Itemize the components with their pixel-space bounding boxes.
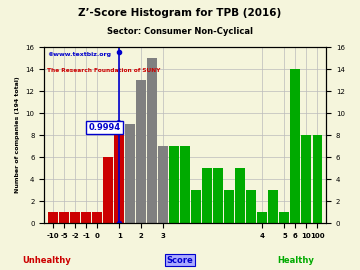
Bar xyxy=(235,168,245,223)
Bar xyxy=(213,168,223,223)
Text: Score: Score xyxy=(167,256,193,265)
Bar xyxy=(48,212,58,223)
Bar xyxy=(92,212,102,223)
Bar xyxy=(125,124,135,223)
Bar xyxy=(180,146,190,223)
Bar xyxy=(81,212,91,223)
Bar xyxy=(279,212,289,223)
Bar xyxy=(202,168,212,223)
Bar xyxy=(246,190,256,223)
Bar xyxy=(147,58,157,223)
Bar xyxy=(191,190,201,223)
Bar xyxy=(70,212,80,223)
Bar xyxy=(158,146,168,223)
Text: Sector: Consumer Non-Cyclical: Sector: Consumer Non-Cyclical xyxy=(107,27,253,36)
Text: Z’-Score Histogram for TPB (2016): Z’-Score Histogram for TPB (2016) xyxy=(78,8,282,18)
Text: Healthy: Healthy xyxy=(277,256,314,265)
Bar xyxy=(59,212,69,223)
Text: Unhealthy: Unhealthy xyxy=(22,256,71,265)
Bar xyxy=(291,69,300,223)
Text: 0.9994: 0.9994 xyxy=(88,123,121,132)
Bar xyxy=(224,190,234,223)
Bar xyxy=(269,190,278,223)
Bar xyxy=(169,146,179,223)
Bar xyxy=(114,124,124,223)
Bar xyxy=(103,157,113,223)
Text: ©www.textbiz.org: ©www.textbiz.org xyxy=(47,52,111,58)
Bar xyxy=(301,135,311,223)
Bar xyxy=(257,212,267,223)
Text: The Research Foundation of SUNY: The Research Foundation of SUNY xyxy=(47,68,161,73)
Bar xyxy=(312,135,323,223)
Bar xyxy=(136,80,146,223)
Y-axis label: Number of companies (194 total): Number of companies (194 total) xyxy=(15,77,20,193)
